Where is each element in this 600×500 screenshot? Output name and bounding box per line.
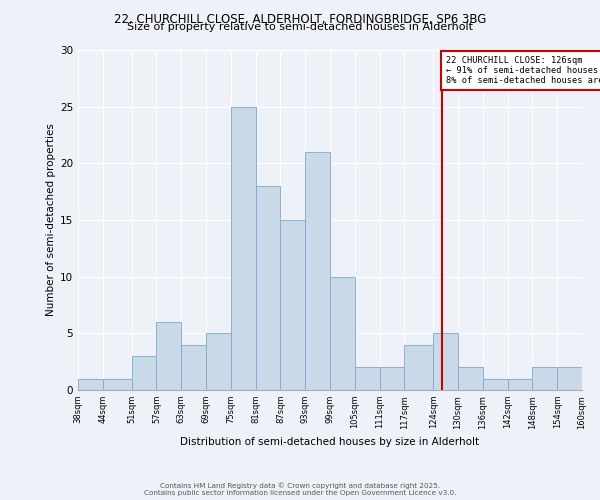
Text: 22, CHURCHILL CLOSE, ALDERHOLT, FORDINGBRIDGE, SP6 3BG: 22, CHURCHILL CLOSE, ALDERHOLT, FORDINGB…: [114, 12, 486, 26]
Bar: [181, 344, 206, 390]
Bar: [355, 368, 380, 390]
Bar: [157, 322, 181, 390]
Bar: [483, 378, 508, 390]
Bar: [132, 356, 157, 390]
Bar: [458, 368, 483, 390]
Bar: [532, 368, 557, 390]
Bar: [78, 378, 103, 390]
Bar: [582, 368, 600, 390]
Text: Contains public sector information licensed under the Open Government Licence v3: Contains public sector information licen…: [144, 490, 456, 496]
X-axis label: Distribution of semi-detached houses by size in Alderholt: Distribution of semi-detached houses by …: [181, 437, 479, 447]
Bar: [508, 378, 532, 390]
Text: Contains HM Land Registry data © Crown copyright and database right 2025.: Contains HM Land Registry data © Crown c…: [160, 482, 440, 489]
Bar: [280, 220, 305, 390]
Bar: [256, 186, 280, 390]
Bar: [305, 152, 330, 390]
Bar: [231, 106, 256, 390]
Bar: [380, 368, 404, 390]
Bar: [433, 334, 458, 390]
Text: 22 CHURCHILL CLOSE: 126sqm
← 91% of semi-detached houses are smaller (118)
8% of: 22 CHURCHILL CLOSE: 126sqm ← 91% of semi…: [446, 56, 600, 86]
Y-axis label: Number of semi-detached properties: Number of semi-detached properties: [46, 124, 56, 316]
Bar: [404, 344, 433, 390]
Bar: [330, 276, 355, 390]
Bar: [103, 378, 132, 390]
Bar: [206, 334, 231, 390]
Bar: [557, 368, 582, 390]
Text: Size of property relative to semi-detached houses in Alderholt: Size of property relative to semi-detach…: [127, 22, 473, 32]
